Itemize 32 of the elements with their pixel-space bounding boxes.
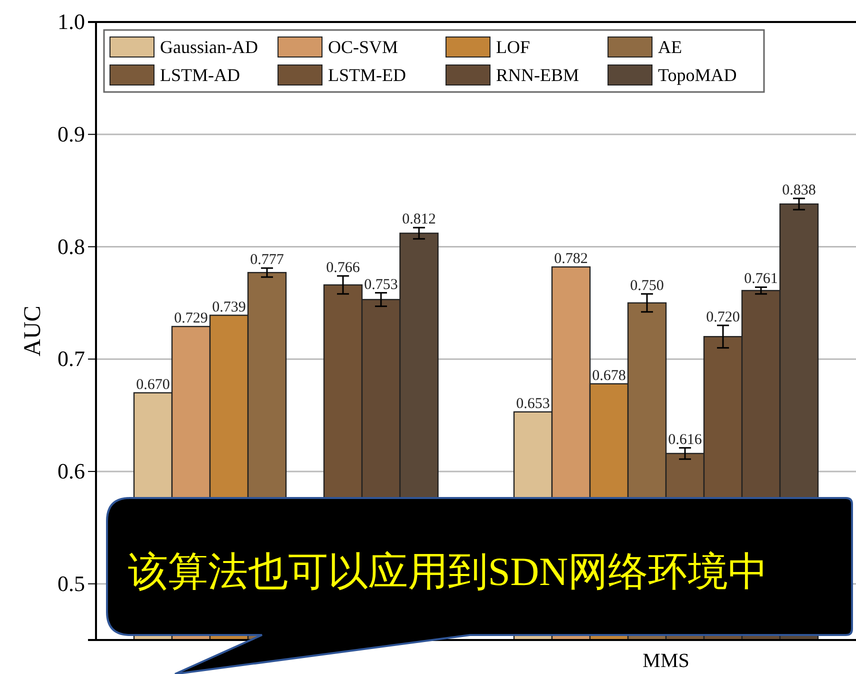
annotation: 该算法也可以应用到SDN网络环境中 — [128, 549, 768, 594]
data-label: 0.782 — [554, 250, 588, 267]
y-tick-label: 0.8 — [58, 234, 85, 259]
legend-label: TopoMAD — [658, 65, 737, 85]
data-label: 0.653 — [516, 396, 550, 412]
legend-label: LSTM-ED — [328, 65, 406, 85]
y-tick-label: 1.0 — [58, 9, 85, 34]
y-tick-label: 0.5 — [58, 570, 85, 596]
legend-label: Gaussian-AD — [160, 37, 258, 57]
x-tick-label: MMS — [642, 650, 690, 672]
data-label: 0.729 — [174, 310, 208, 327]
y-axis-title: AUC — [20, 306, 46, 356]
legend-label: OC-SVM — [328, 37, 398, 57]
legend-label: RNN-EBM — [496, 65, 580, 85]
data-label: 0.777 — [250, 252, 284, 268]
legend-label: LSTM-AD — [160, 65, 240, 85]
data-label: 0.720 — [706, 309, 740, 326]
y-tick-label: 0.6 — [58, 458, 85, 484]
data-label: 0.766 — [326, 260, 360, 276]
data-label: 0.761 — [744, 271, 778, 288]
data-label: 0.750 — [630, 278, 664, 294]
data-label: 0.678 — [592, 368, 626, 384]
data-label: 0.739 — [212, 299, 246, 316]
data-label: 0.616 — [668, 432, 702, 448]
data-label: 0.838 — [782, 182, 816, 198]
legend-label: AE — [658, 37, 682, 57]
legend-label: LOF — [496, 37, 530, 57]
y-tick-label: 0.9 — [58, 121, 85, 146]
data-label: 0.812 — [402, 212, 436, 228]
y-tick-label: 0.7 — [58, 346, 85, 372]
data-label: 0.670 — [136, 376, 170, 393]
data-label: 0.753 — [364, 276, 398, 293]
